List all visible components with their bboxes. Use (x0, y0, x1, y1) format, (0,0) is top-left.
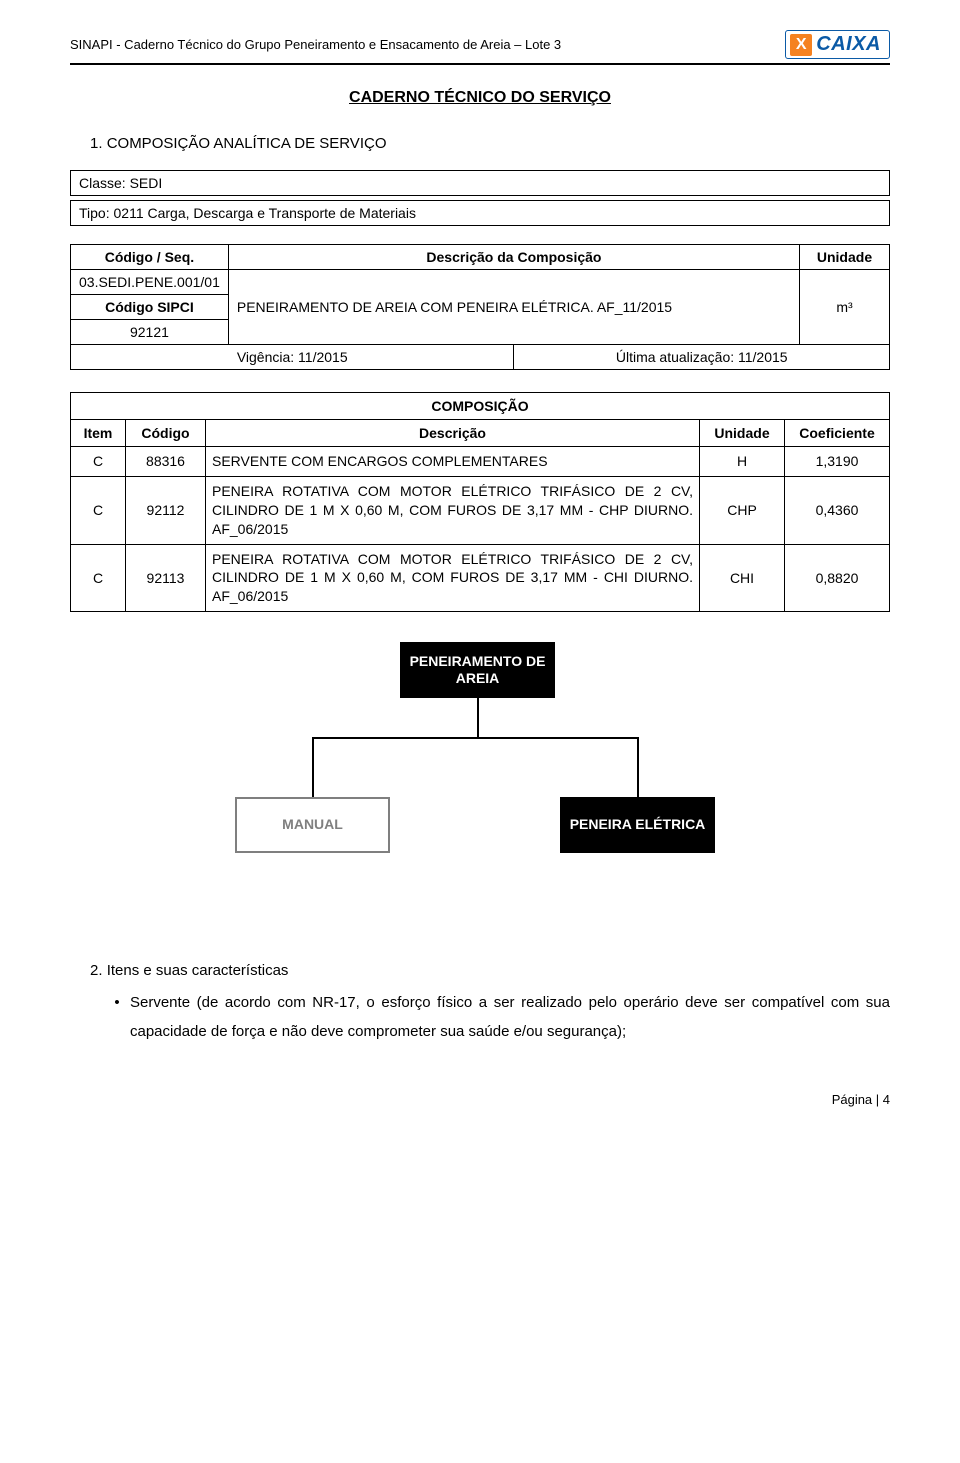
classe-box: Classe: SEDI (70, 170, 890, 196)
comp-desc: PENEIRA ROTATIVA COM MOTOR ELÉTRICO TRIF… (206, 544, 700, 612)
flowchart-edge (477, 698, 479, 737)
header-doc-title: SINAPI - Caderno Técnico do Grupo Peneir… (70, 37, 561, 52)
tipo-box: Tipo: 0211 Carga, Descarga e Transporte … (70, 200, 890, 226)
meta-unit: m³ (800, 270, 890, 345)
comp-desc: SERVENTE COM ENCARGOS COMPLEMENTARES (206, 447, 700, 477)
section-1-num: 1. (90, 135, 103, 152)
page-footer: Página | 4 (70, 1092, 890, 1107)
caixa-logo: X CAIXA (785, 30, 890, 59)
flowchart-edge (637, 737, 639, 797)
meta-h-unidade: Unidade (800, 245, 890, 270)
meta-table: Código / Seq. Descrição da Composição Un… (70, 244, 890, 370)
comp-h-codigo: Código (126, 420, 206, 447)
meta-desc: PENEIRAMENTO DE AREIA COM PENEIRA ELÉTRI… (228, 270, 799, 345)
table-row: C 88316 SERVENTE COM ENCARGOS COMPLEMENT… (71, 447, 890, 477)
table-row: C 92112 PENEIRA ROTATIVA COM MOTOR ELÉTR… (71, 476, 890, 544)
flowchart-left: MANUAL (235, 797, 390, 853)
comp-unidade: CHP (700, 476, 785, 544)
meta-atualizacao: Última atualização: 11/2015 (514, 345, 890, 370)
flowchart-edge (312, 737, 314, 797)
comp-item: C (71, 544, 126, 612)
page-header: SINAPI - Caderno Técnico do Grupo Peneir… (70, 30, 890, 65)
class-box-group: Classe: SEDI Tipo: 0211 Carga, Descarga … (70, 170, 890, 226)
comp-codigo: 92112 (126, 476, 206, 544)
comp-coef: 0,8820 (785, 544, 890, 612)
page-number: Página | 4 (832, 1092, 890, 1107)
logo-x-icon: X (790, 34, 812, 56)
section-2-label: Itens e suas características (107, 962, 289, 979)
meta-h-codigo-seq: Código / Seq. (71, 245, 229, 270)
section-2-heading: 2. Itens e suas características (90, 962, 890, 979)
main-title: CADERNO TÉCNICO DO SERVIÇO (70, 89, 890, 107)
meta-vigencia: Vigência: 11/2015 (71, 345, 514, 370)
flowchart-edge (312, 737, 638, 739)
logo-text: CAIXA (816, 33, 881, 56)
meta-h-desc: Descrição da Composição (228, 245, 799, 270)
composition-table: COMPOSIÇÃO Item Código Descrição Unidade… (70, 392, 890, 612)
comp-unidade: H (700, 447, 785, 477)
comp-h-unidade: Unidade (700, 420, 785, 447)
section-1-heading: 1. COMPOSIÇÃO ANALÍTICA DE SERVIÇO (90, 135, 890, 152)
flowchart: PENEIRAMENTO DE AREIA MANUAL PENEIRA ELÉ… (70, 642, 890, 922)
comp-codigo: 88316 (126, 447, 206, 477)
comp-h-coef: Coeficiente (785, 420, 890, 447)
comp-coef: 0,4360 (785, 476, 890, 544)
flowchart-right: PENEIRA ELÉTRICA (560, 797, 715, 853)
meta-sipci: 92121 (71, 320, 229, 345)
section-1-label: COMPOSIÇÃO ANALÍTICA DE SERVIÇO (107, 135, 387, 152)
section-2-bullets: Servente (de acordo com NR-17, o esforço… (128, 989, 890, 1046)
meta-codigo-seq: 03.SEDI.PENE.001/01 (71, 270, 229, 295)
comp-item: C (71, 447, 126, 477)
comp-h-desc: Descrição (206, 420, 700, 447)
composition-title: COMPOSIÇÃO (71, 393, 890, 420)
comp-coef: 1,3190 (785, 447, 890, 477)
comp-h-item: Item (71, 420, 126, 447)
list-item: Servente (de acordo com NR-17, o esforço… (128, 989, 890, 1046)
meta-h-sipci: Código SIPCI (71, 295, 229, 320)
flowchart-root: PENEIRAMENTO DE AREIA (400, 642, 555, 698)
table-row: C 92113 PENEIRA ROTATIVA COM MOTOR ELÉTR… (71, 544, 890, 612)
comp-desc: PENEIRA ROTATIVA COM MOTOR ELÉTRICO TRIF… (206, 476, 700, 544)
comp-unidade: CHI (700, 544, 785, 612)
section-2-num: 2. (90, 962, 103, 979)
comp-codigo: 92113 (126, 544, 206, 612)
comp-item: C (71, 476, 126, 544)
